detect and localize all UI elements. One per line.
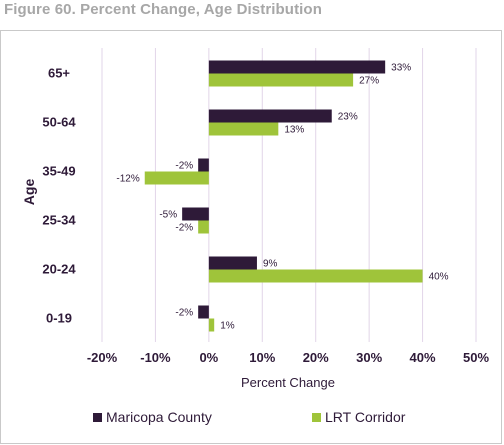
legend-label-lrt-corridor: LRT Corridor [325,409,406,425]
bar-maricopa-county-50-64 [208,109,332,123]
category-label-35-49: 35-49 [42,164,75,179]
data-label-maricopa-county-35-49: -2% [175,161,193,172]
legend-label-maricopa-county: Maricopa County [106,409,212,425]
category-labels: 65+ 50-64 35-49 25-34 20-24 0-19 [42,66,76,326]
legend-swatch-lrt-corridor [312,413,321,422]
x-tick-labels: -20% -10% 0% 10% 20% 30% 40% 50% [87,350,490,365]
data-label-lrt-corridor-50-64: 13% [284,125,304,136]
category-label-0-19: 0-19 [46,311,72,326]
x-tick-label: 0% [199,350,218,365]
bars [144,60,423,332]
legend-swatch-maricopa-county [93,413,102,422]
data-label-maricopa-county-25-34: -5% [159,210,177,221]
figure-title: Figure 60. Percent Change, Age Distribut… [4,1,322,18]
data-label-maricopa-county-65: 33% [391,63,411,74]
bar-maricopa-county-35-49 [198,158,209,172]
data-label-maricopa-county-0-19: -2% [175,308,193,319]
x-tick-label: 30% [356,350,382,365]
data-label-lrt-corridor-0-19: 1% [220,321,235,332]
data-label-maricopa-county-50-64: 23% [338,112,358,123]
y-axis-label: Age [21,179,37,206]
category-label-20-24: 20-24 [42,262,76,277]
bar-lrt-corridor-25-34 [198,220,209,234]
data-label-lrt-corridor-65: 27% [359,76,379,87]
data-label-lrt-corridor-35-49: -12% [116,174,139,185]
data-label-lrt-corridor-25-34: -2% [175,223,193,234]
x-tick-label: -10% [140,350,171,365]
gridlines [101,48,477,342]
bar-maricopa-county-25-34 [182,207,209,221]
bar-lrt-corridor-50-64 [208,122,279,136]
x-tick-label: 10% [249,350,275,365]
bar-lrt-corridor-20-24 [208,269,423,283]
bar-lrt-corridor-0-19 [208,318,215,332]
x-tick-label: 50% [463,350,489,365]
data-label-maricopa-county-20-24: 9% [263,259,278,270]
x-tick-label: 40% [410,350,436,365]
x-axis-label: Percent Change [241,375,335,390]
bar-maricopa-county-0-19 [198,305,209,319]
x-tick-label: -20% [87,350,118,365]
legend: Maricopa County LRT Corridor [93,409,406,425]
category-label-50-64: 50-64 [42,115,76,130]
bar-maricopa-county-65 [208,60,386,74]
bar-maricopa-county-20-24 [208,256,257,270]
category-label-65: 65+ [48,66,70,81]
data-labels: 33% 27% 23% 13% -2% -12% -5% -2% 9% 40% -2% 1% [116,63,448,332]
bar-lrt-corridor-35-49 [144,171,209,185]
data-label-lrt-corridor-20-24: 40% [429,272,449,283]
category-label-25-34: 25-34 [42,213,76,228]
chart-frame [0,30,502,444]
bar-lrt-corridor-65 [208,73,354,87]
x-tick-label: 20% [303,350,329,365]
